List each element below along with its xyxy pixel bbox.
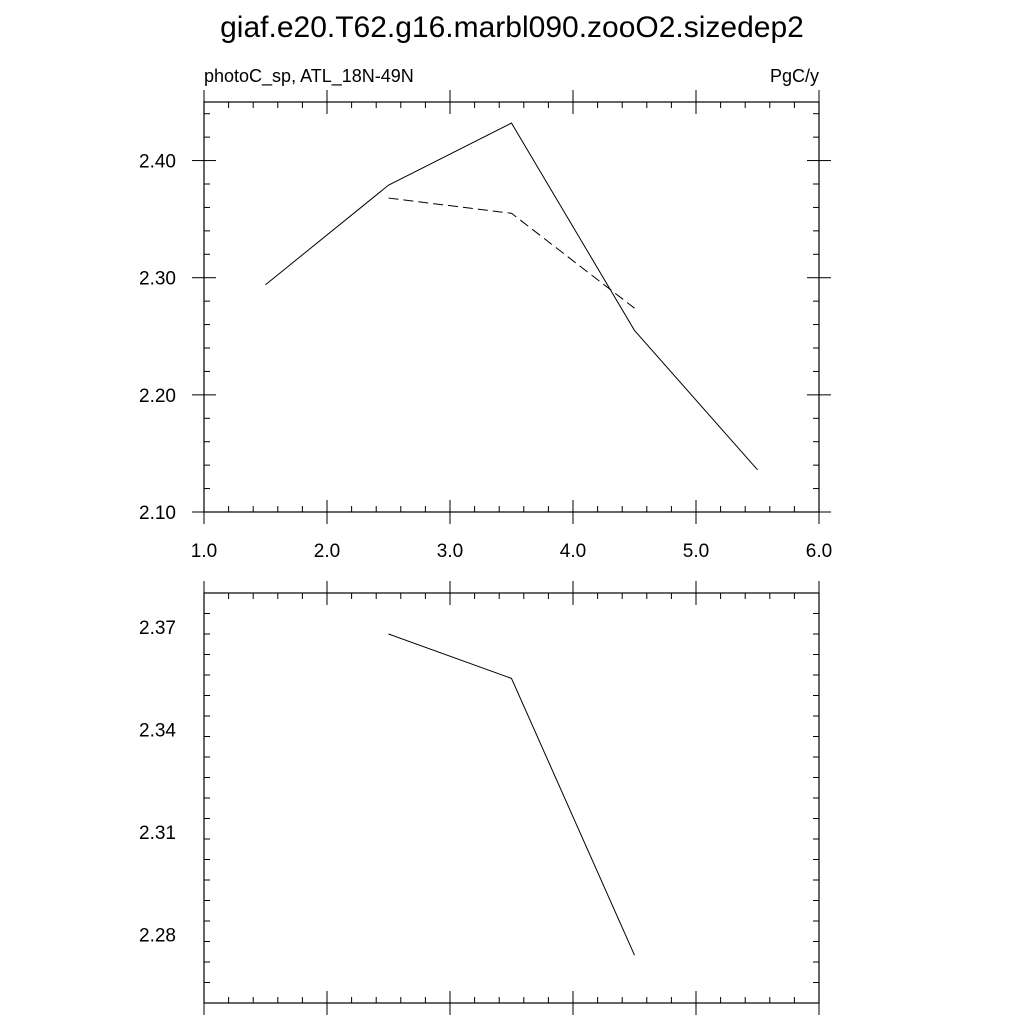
top-plot-frame [203,101,820,513]
top-x-tick-labels: 1.0 2.0 3.0 4.0 5.0 6.0 [191,541,832,562]
top-series-dashed-line [388,197,635,309]
bottom-y-tick-labels: 2.28 2.31 2.34 2.37 [139,618,176,947]
top-axis-ticks [192,90,831,524]
bottom-y-tick-label: 2.28 [139,926,176,947]
top-x-tick-label: 3.0 [437,541,463,562]
bottom-axis-ticks [203,581,820,1015]
chart-title: giaf.e20.T62.g16.marbl090.zooO2.sizedep2 [220,11,804,44]
top-y-tick-labels: 2.10 2.20 2.30 2.40 [139,152,176,524]
top-x-tick-label: 2.0 [314,541,340,562]
top-x-tick-label: 5.0 [683,541,709,562]
bottom-y-tick-label: 2.34 [139,721,176,742]
bottom-y-tick-label: 2.37 [139,618,176,639]
top-x-tick-label: 6.0 [806,541,832,562]
top-y-tick-label: 2.10 [139,503,176,524]
top-panel-variable-label: photoC_sp, ATL_18N-49N [204,66,414,87]
top-panel-units-label: PgC/y [770,66,819,86]
top-series-group [265,122,758,471]
top-y-tick-label: 2.30 [139,269,176,290]
bottom-series-solid-line [388,633,635,956]
top-x-tick-label: 1.0 [191,541,217,562]
top-y-tick-label: 2.20 [139,386,176,407]
bottom-series-group [388,633,635,956]
bottom-plot-frame [203,592,820,1004]
top-y-tick-label: 2.40 [139,152,176,173]
top-series-solid-line [265,122,758,471]
bottom-panel: 2.28 2.31 2.34 2.37 [139,581,820,1015]
bottom-y-tick-label: 2.31 [139,823,176,844]
top-panel: photoC_sp, ATL_18N-49N PgC/y 2.10 2.20 2.3… [139,66,832,562]
top-x-tick-label: 4.0 [560,541,586,562]
